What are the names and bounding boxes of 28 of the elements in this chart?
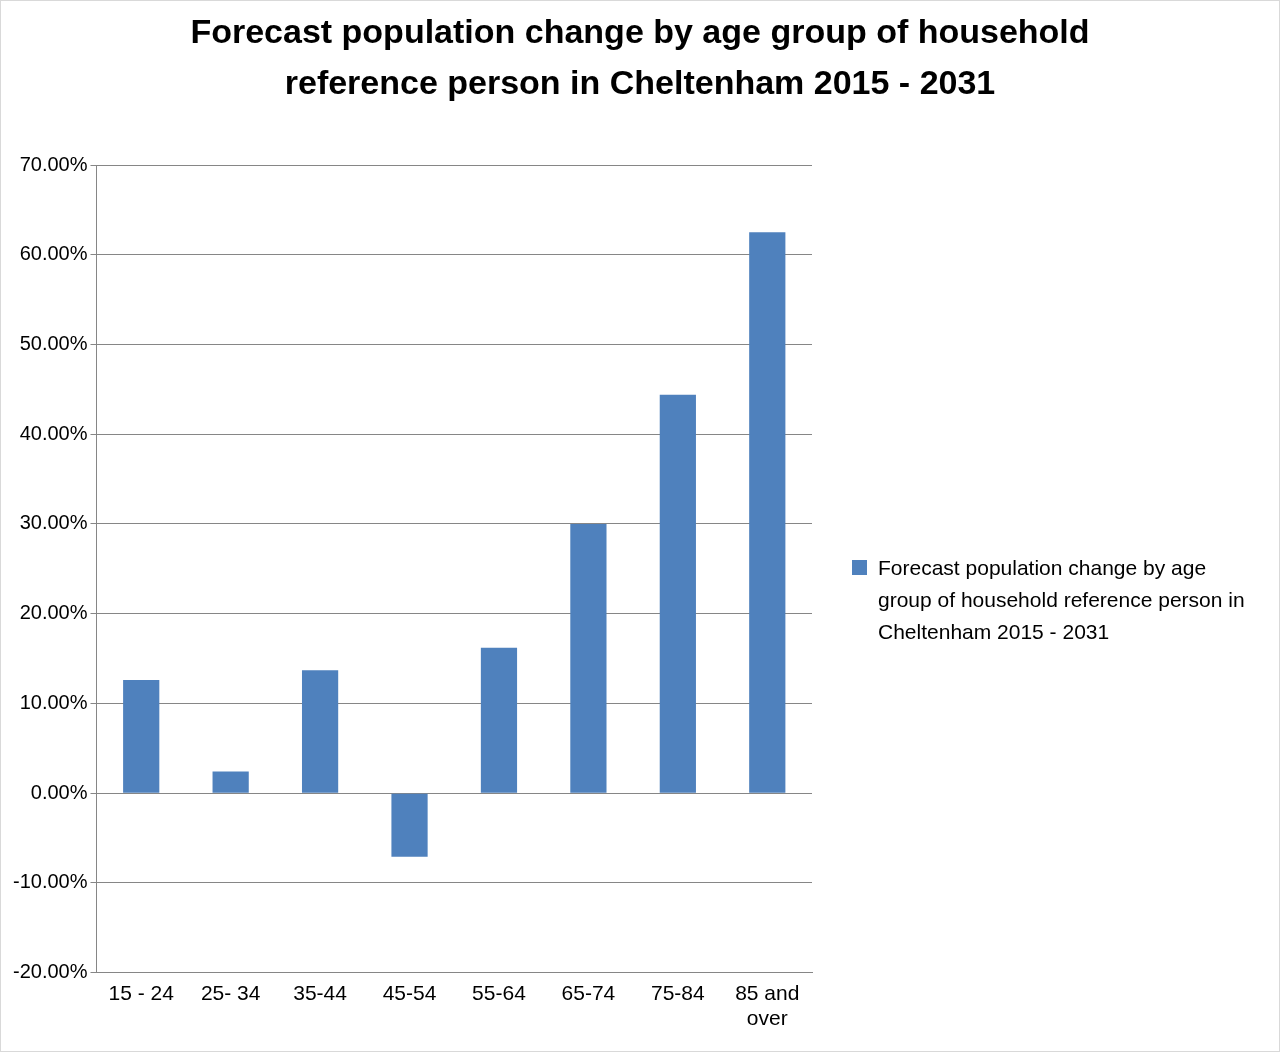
- chart-title: Forecast population change by age group of household reference person in Cheltenham 2015 - 2031: [189, 11, 1091, 103]
- y-tick-label: -10.00%: [12, 870, 88, 893]
- y-tick-label: 0.00%: [30, 780, 88, 803]
- x-tick-label: 15 - 24: [108, 981, 175, 1004]
- y-tick-label: 30.00%: [19, 511, 88, 534]
- x-tick-label: 25- 34: [200, 981, 261, 1004]
- x-tick-label: 35-44: [293, 981, 348, 1004]
- bar: [659, 394, 696, 793]
- bar: [212, 771, 249, 793]
- y-tick-label: 50.00%: [19, 331, 88, 354]
- bar: [301, 670, 339, 793]
- x-tick-label: 65-74: [561, 981, 616, 1004]
- x-tick-label: 85 and over: [735, 981, 800, 1030]
- y-tick-label: 20.00%: [19, 601, 88, 624]
- x-tick-label: 75-84: [650, 981, 706, 1004]
- legend-label: Forecast population change by age group of household reference person in Cheltenham 2015 - 2031: [877, 555, 1246, 645]
- y-tick-label: 60.00%: [19, 242, 88, 265]
- y-tick-label: -20.00%: [12, 960, 88, 983]
- bar: [391, 793, 428, 857]
- y-tick-label: 70.00%: [19, 152, 88, 175]
- y-tick-label: 10.00%: [19, 690, 88, 713]
- bar: [570, 523, 607, 793]
- bar: [123, 680, 160, 793]
- y-tick-label: 40.00%: [19, 421, 88, 444]
- x-tick-label: 45-54: [382, 981, 437, 1004]
- bar: [749, 232, 786, 793]
- x-tick-label: 55-64: [472, 981, 527, 1004]
- bar: [480, 647, 518, 793]
